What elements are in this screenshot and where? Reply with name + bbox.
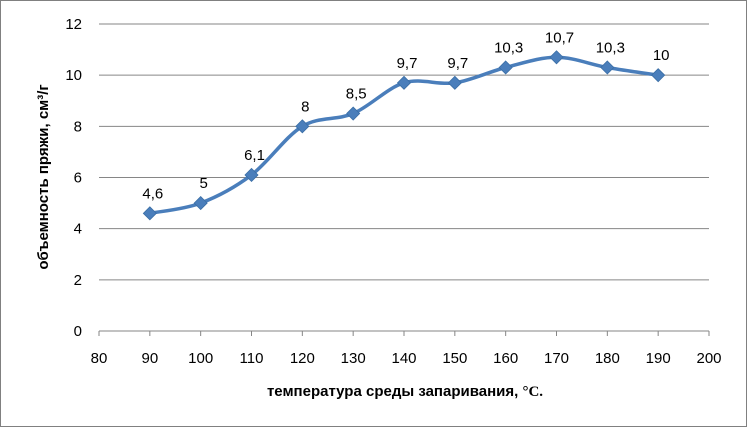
x-tick-label: 200: [696, 350, 721, 367]
x-tick-label: 80: [91, 350, 108, 367]
data-label: 4,6: [142, 185, 163, 202]
x-tick-label: 150: [442, 350, 467, 367]
data-point-marker: [447, 75, 462, 90]
tick-labels: 0 2 4 6 8 10 12 80 90 100 110 120 130 140 150 160 170 180…: [65, 16, 721, 367]
data-label: 9,7: [447, 55, 468, 72]
data-label: 9,7: [397, 55, 418, 72]
data-label: 10,3: [596, 39, 625, 56]
data-label: 5: [199, 175, 207, 192]
data-label: 10,3: [494, 39, 523, 56]
data-point-marker: [346, 106, 361, 121]
data-markers: [142, 50, 666, 221]
data-label: 6,1: [244, 147, 265, 164]
y-tick-label: 10: [65, 67, 82, 84]
data-point-marker: [244, 167, 259, 183]
data-label: 8,5: [346, 86, 367, 103]
y-tick-label: 6: [74, 170, 82, 187]
data-point-marker: [142, 206, 157, 221]
x-axis-title-unit: °C.: [522, 384, 543, 400]
data-point-marker: [600, 60, 615, 75]
data-point-marker: [498, 60, 513, 75]
data-label: 8: [301, 98, 309, 115]
data-point-marker: [549, 50, 564, 65]
y-tick-label: 2: [74, 272, 82, 289]
data-labels: 4,6 5 6,1 8 8,5 9,7 9,7 10,3 10,7 10,3 10: [142, 29, 669, 202]
x-tick-label: 170: [544, 350, 569, 367]
x-axis-title-text: температура среды запаривания,: [267, 383, 523, 400]
y-axis-title: объемность пряжи, см³/г: [35, 84, 52, 269]
x-tick-label: 190: [646, 350, 671, 367]
data-point-marker: [651, 68, 666, 83]
data-point-marker: [193, 196, 208, 211]
data-label: 10,7: [545, 29, 574, 46]
x-tick-label: 160: [493, 350, 518, 367]
x-tick-label: 180: [595, 350, 620, 367]
gridlines: [99, 23, 709, 281]
y-tick-label: 8: [74, 118, 82, 135]
y-tick-label: 0: [74, 323, 82, 340]
x-axis-title: температура среды запаривания, °C.: [267, 383, 543, 400]
x-tick-label: 120: [290, 350, 315, 367]
y-tick-label: 4: [74, 221, 82, 238]
data-point-marker: [295, 119, 310, 134]
data-label: 10: [653, 47, 670, 64]
x-tick-label: 90: [141, 350, 158, 367]
data-point-marker: [396, 75, 412, 90]
x-tick-label: 130: [341, 350, 366, 367]
axes: [98, 330, 710, 336]
x-tick-label: 100: [188, 350, 213, 367]
x-tick-label: 110: [240, 350, 264, 367]
y-tick-label: 12: [65, 16, 82, 33]
x-tick-label: 140: [391, 350, 416, 367]
